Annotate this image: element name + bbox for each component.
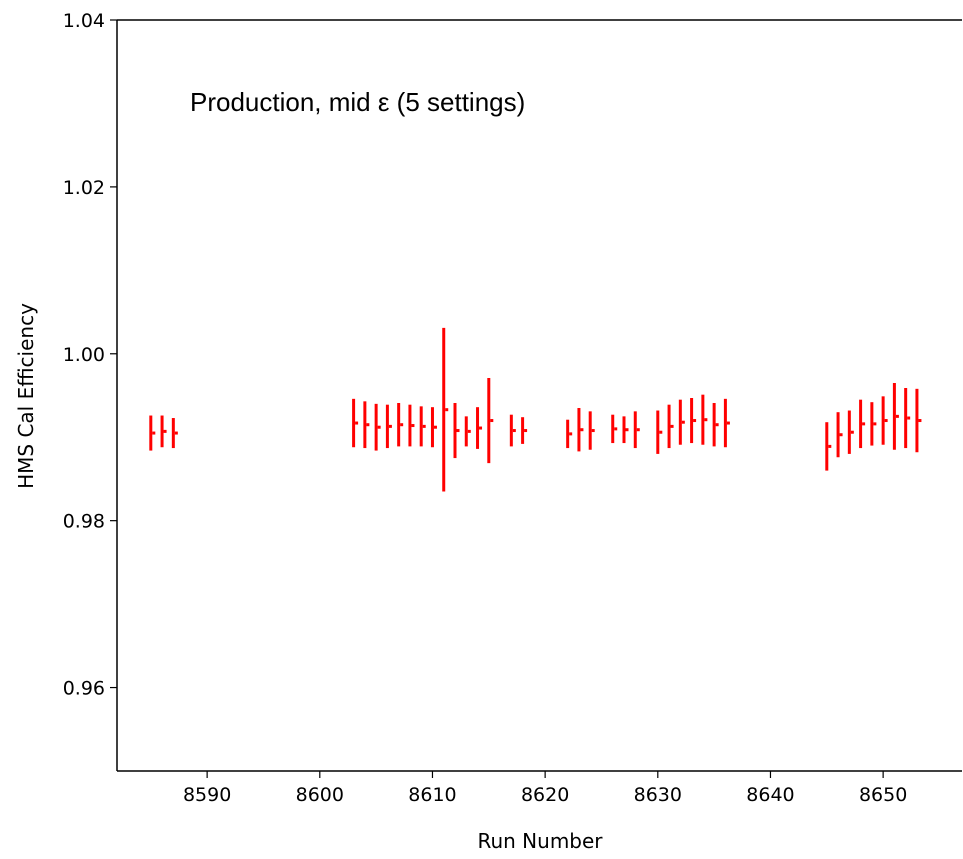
data-point (490, 419, 494, 423)
data-point (895, 414, 899, 418)
x-tick-label: 8610 (408, 784, 456, 806)
data-point (411, 424, 415, 428)
x-tick-label: 8620 (521, 784, 569, 806)
data-point (636, 428, 640, 432)
data-point (726, 421, 730, 425)
data-point (850, 430, 854, 434)
data-point (400, 423, 404, 427)
data-point (670, 424, 674, 428)
data-point (524, 429, 528, 433)
error-bars (149, 327, 922, 492)
data-point (862, 422, 866, 426)
plot-area (116, 19, 962, 772)
data-point (580, 428, 584, 432)
data-point (715, 423, 719, 427)
x-tick-label: 8640 (746, 784, 794, 806)
data-point (659, 430, 663, 434)
chart-annotation: Production, mid ε (5 settings) (190, 87, 525, 117)
data-point (152, 431, 156, 435)
data-point (681, 420, 685, 424)
y-axis-label: HMS Cal Efficiency (14, 303, 38, 489)
data-point (839, 433, 843, 437)
data-point (918, 419, 922, 423)
x-tick-label: 8600 (296, 784, 344, 806)
data-point (163, 429, 167, 433)
data-point (625, 428, 629, 432)
data-point (445, 408, 449, 412)
data-point (569, 432, 573, 436)
data-point (467, 429, 471, 433)
data-point (873, 422, 877, 426)
data-point (693, 419, 697, 423)
data-point (907, 416, 911, 420)
data-point (355, 421, 359, 425)
data-point (456, 429, 460, 433)
data-point (884, 419, 888, 423)
data-point (704, 418, 708, 422)
x-axis-label: Run Number (477, 829, 603, 853)
x-tick-label: 8630 (634, 784, 682, 806)
data-point (422, 424, 426, 428)
y-tick-label: 0.98 (63, 511, 105, 533)
data-point (512, 429, 516, 433)
data-point (614, 427, 618, 431)
data-point (479, 426, 483, 430)
data-point (174, 431, 178, 435)
data-point (388, 424, 392, 428)
y-axis-ticks: 0.96 0.98 1.00 1.02 1.04 (63, 10, 117, 700)
y-tick-label: 1.04 (63, 10, 105, 32)
data-point (828, 444, 832, 448)
x-axis-ticks: 8590 8600 8610 8620 8630 8640 8650 (183, 771, 907, 806)
data-point (591, 429, 595, 433)
data-point (433, 425, 437, 429)
data-point (366, 423, 370, 427)
x-tick-label: 8650 (859, 784, 907, 806)
y-tick-label: 0.96 (63, 678, 105, 700)
data-point (377, 425, 381, 429)
x-tick-label: 8590 (183, 784, 231, 806)
y-tick-label: 1.00 (63, 344, 105, 366)
y-tick-label: 1.02 (63, 177, 105, 199)
